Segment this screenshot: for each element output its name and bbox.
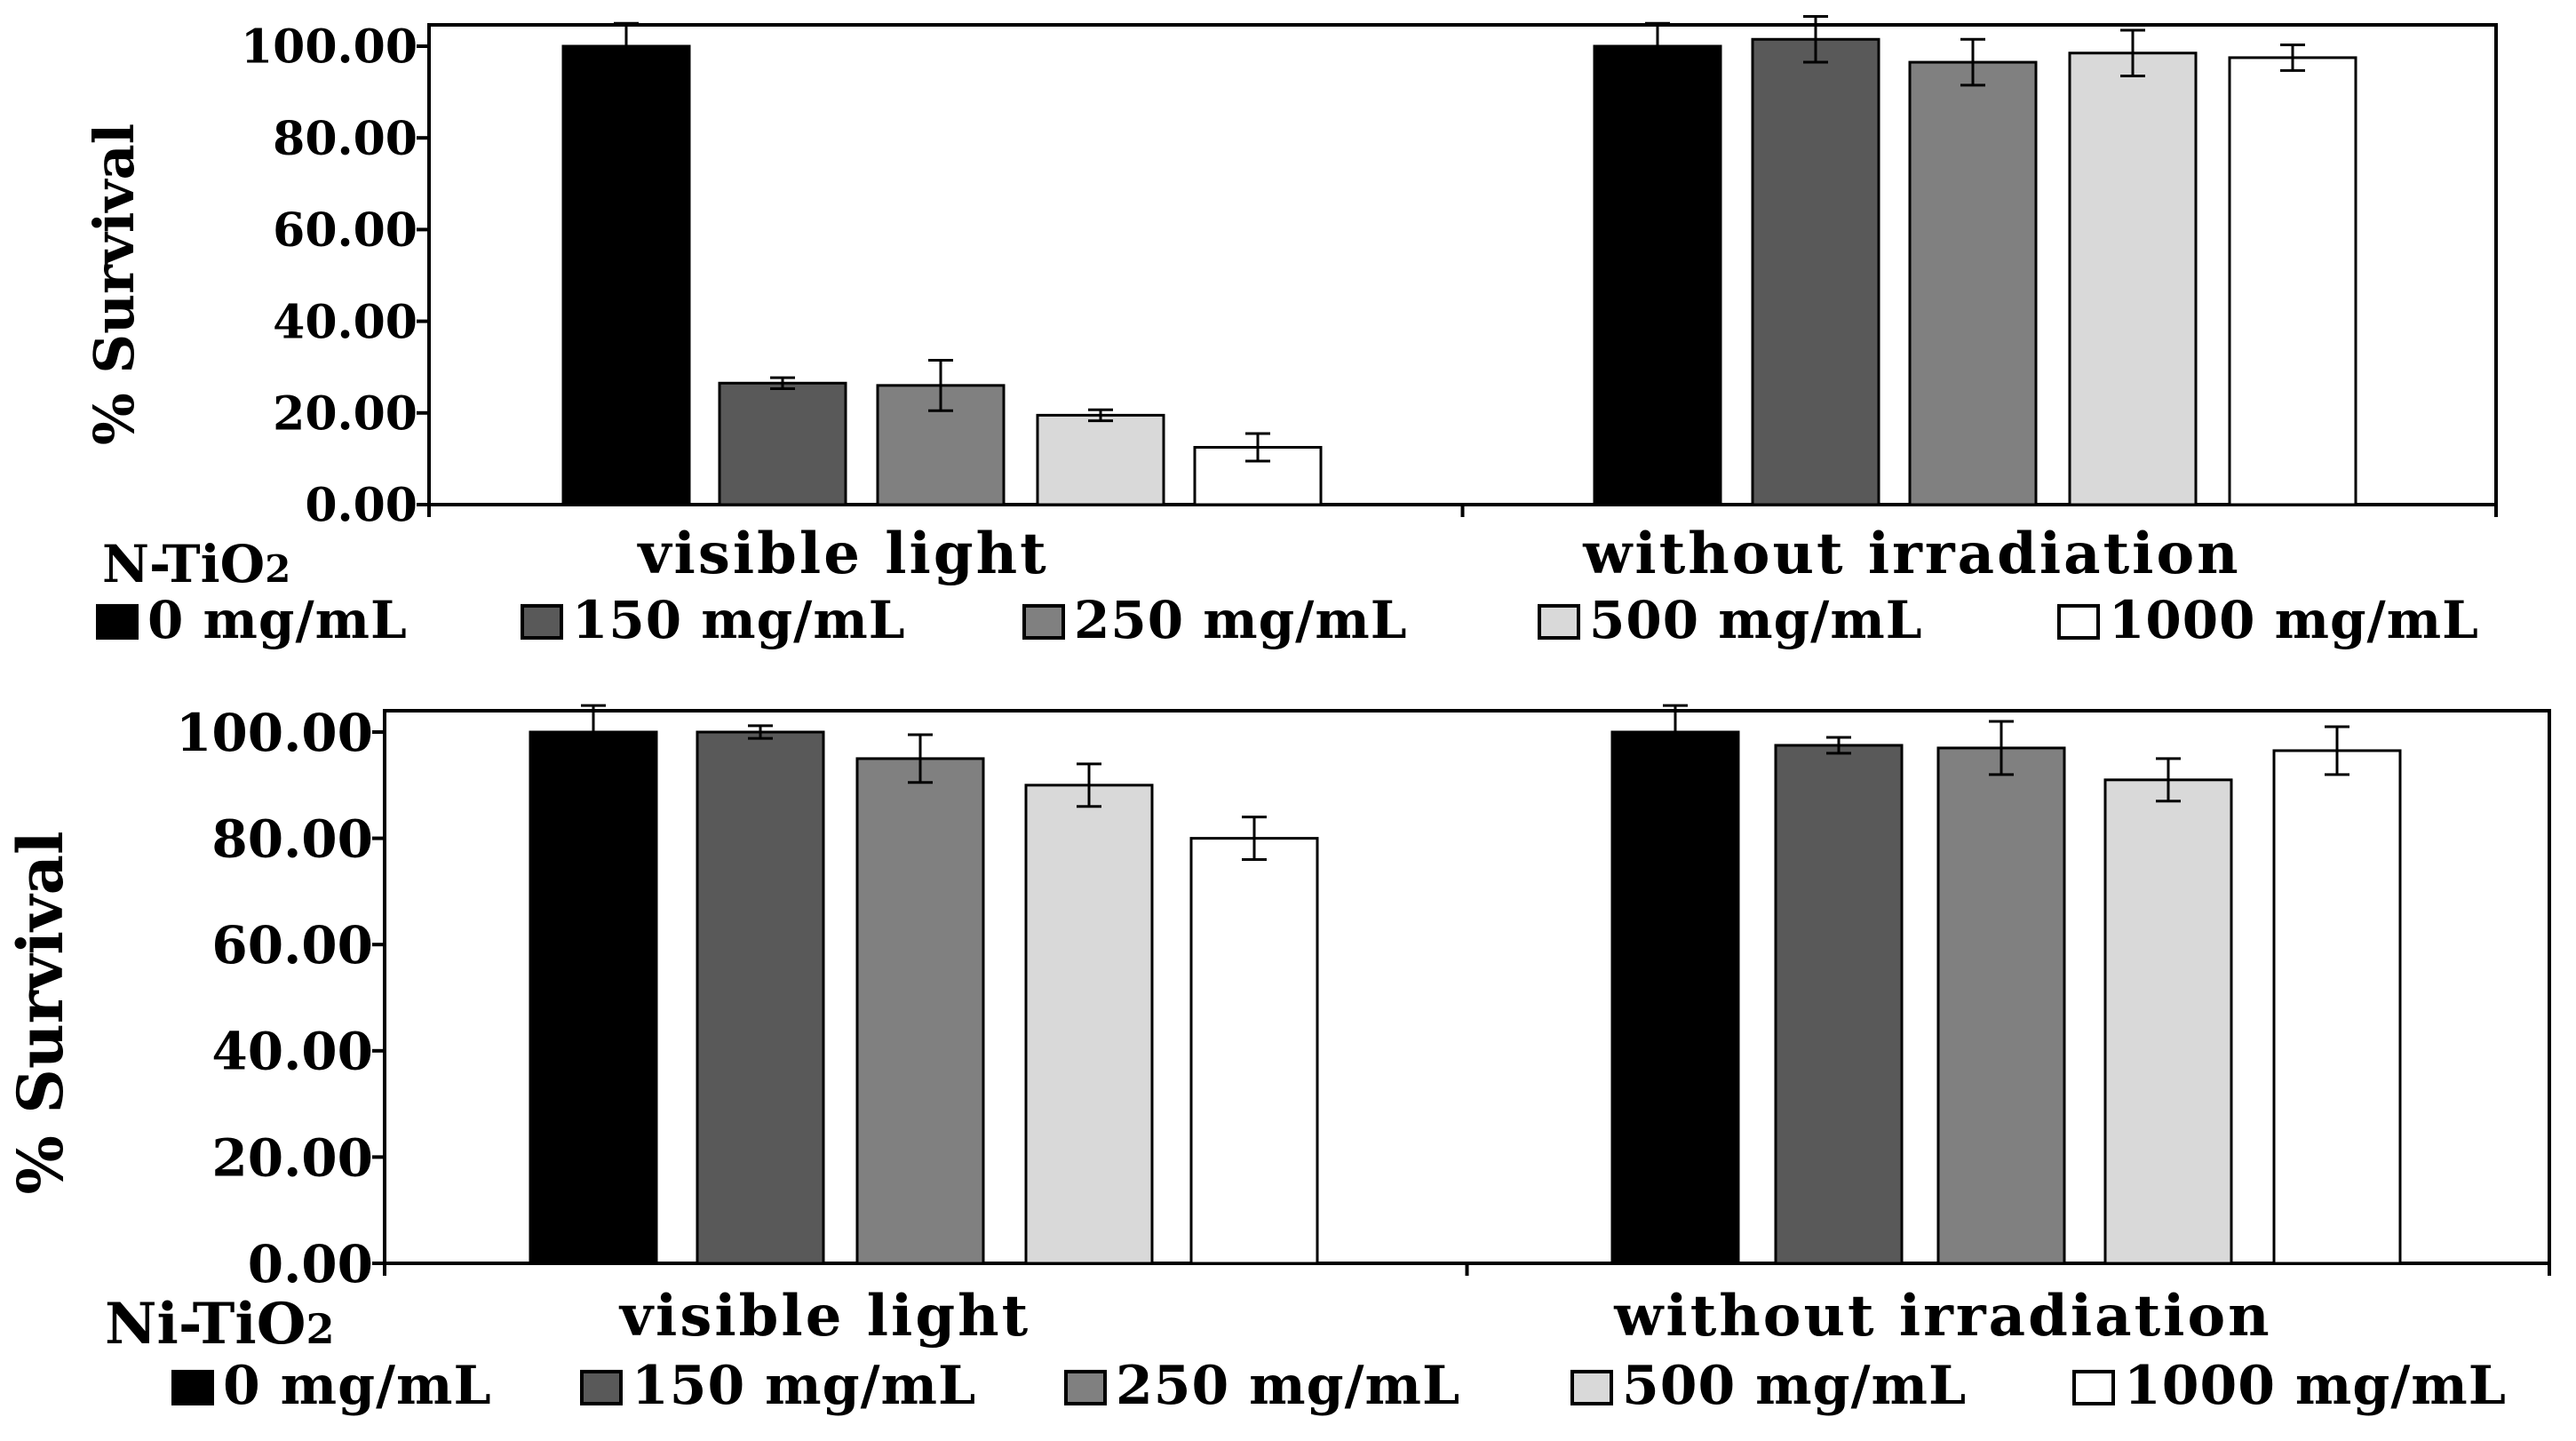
y-tick-label: 0.00 <box>305 479 417 533</box>
legend-label: 250 mg/mL <box>1116 1355 1460 1417</box>
bar <box>1610 730 1740 1265</box>
y-tick-label: 100.00 <box>241 20 417 75</box>
bar <box>2228 56 2357 506</box>
panel-label: N-TiO2 <box>102 534 290 594</box>
y-tick-label: 60.00 <box>273 203 417 258</box>
panel-label: Ni-TiO2 <box>105 1291 335 1357</box>
bar <box>1751 37 1880 506</box>
category-label: visible light <box>636 521 1048 587</box>
legend: 0 mg/mL 150 mg/mL 250 mg/mL 500 mg/mL 1000 m… <box>96 590 2479 650</box>
bar <box>1774 744 1904 1265</box>
bar <box>718 381 847 506</box>
category-label: without irradiation <box>1582 521 2240 587</box>
bar <box>1936 746 2066 1265</box>
y-axis-label: % Survival <box>82 123 147 445</box>
y-tick-label: 0.00 <box>248 1234 373 1294</box>
bar <box>2068 52 2198 506</box>
legend-label: 1000 mg/mL <box>2124 1355 2507 1417</box>
legend-swatch <box>2057 603 2100 640</box>
legend-swatch <box>1538 603 1580 640</box>
legend-swatch <box>1022 603 1065 640</box>
y-axis-label: % Survival <box>4 831 77 1194</box>
legend-label: 150 mg/mL <box>572 590 906 650</box>
chart-panel-1: 0.00 20.00 40.00 60.00 80.00 100.00 % Survival… <box>82 14 2498 650</box>
y-tick-label: 80.00 <box>211 808 373 869</box>
y-tick-label: 80.00 <box>273 112 417 166</box>
legend-swatch <box>96 603 139 640</box>
legend-swatch <box>521 603 563 640</box>
legend-swatch <box>2072 1369 2115 1406</box>
bar <box>1036 413 1165 506</box>
bar <box>2272 749 2402 1265</box>
y-tick-label: 20.00 <box>211 1127 373 1188</box>
legend-label: 0 mg/mL <box>223 1355 492 1417</box>
bar <box>1189 837 1319 1265</box>
bar <box>1908 60 2038 506</box>
bar <box>696 730 825 1265</box>
legend-swatch <box>580 1369 623 1406</box>
legend-label: 0 mg/mL <box>147 590 408 650</box>
y-tick-label: 100.00 <box>176 703 373 763</box>
y-tick-label: 20.00 <box>273 387 417 442</box>
legend-swatch <box>171 1369 214 1406</box>
category-label: without irradiation <box>1613 1283 2271 1349</box>
category-label: visible light <box>618 1283 1030 1349</box>
chart-panel-2: 0.00 20.00 40.00 60.00 80.00 100.00 % Survival… <box>4 703 2551 1417</box>
y-tick-label: 40.00 <box>211 1022 373 1082</box>
bar <box>1593 44 1722 506</box>
legend-label: 500 mg/mL <box>1589 590 1923 650</box>
bar <box>561 44 691 506</box>
bar <box>2103 778 2233 1265</box>
legend-label: 150 mg/mL <box>632 1355 976 1417</box>
legend-swatch <box>1064 1369 1107 1406</box>
bar <box>1024 784 1154 1265</box>
legend-label: 500 mg/mL <box>1622 1355 1967 1417</box>
legend-swatch <box>1570 1369 1613 1406</box>
y-tick-label: 60.00 <box>211 915 373 975</box>
legend-label: 250 mg/mL <box>1074 590 1408 650</box>
bar <box>855 757 985 1265</box>
legend: 0 mg/mL 150 mg/mL 250 mg/mL 500 mg/mL 1000 m… <box>171 1355 2507 1417</box>
bar <box>529 730 658 1265</box>
legend-label: 1000 mg/mL <box>2109 590 2479 650</box>
y-tick-label: 40.00 <box>273 295 417 349</box>
